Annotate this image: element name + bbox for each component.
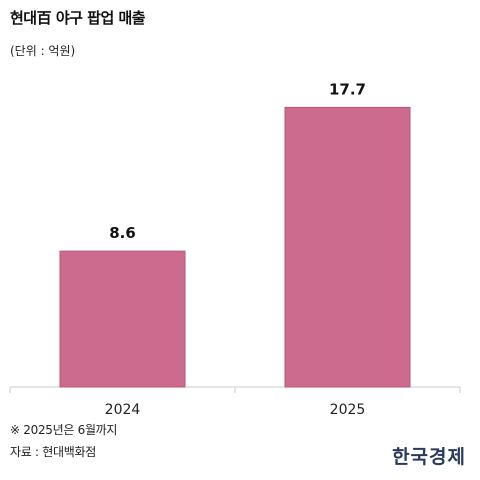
source-note: 자료 : 현대백화점 <box>10 445 96 459</box>
footnote: ※ 2025년은 6월까지 <box>10 423 118 437</box>
publisher-logo: 한국경제 <box>392 446 466 468</box>
x-tick-label-2024: 2024 <box>105 402 141 418</box>
data-label-2024: 8.6 <box>109 224 136 242</box>
chart-title: 현대百 야구 팝업 매출 <box>10 9 146 27</box>
unit-label: (단위 : 억원) <box>10 44 76 58</box>
bar-2024 <box>59 250 186 388</box>
x-tick-label-2025: 2025 <box>330 402 366 418</box>
data-label-2025: 17.7 <box>329 80 366 98</box>
bar-2025 <box>284 106 411 388</box>
